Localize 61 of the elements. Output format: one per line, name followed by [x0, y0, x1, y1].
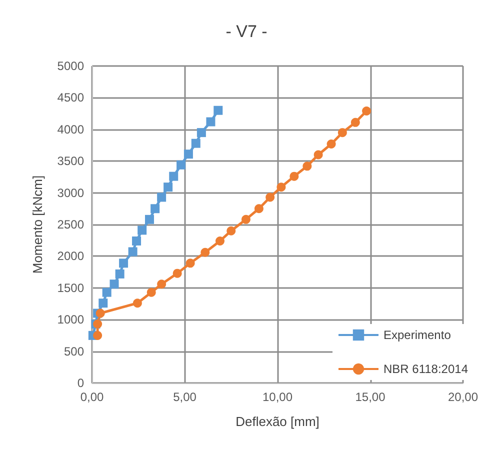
point [132, 236, 142, 246]
point [216, 236, 224, 246]
y-tick-label: 4000 [57, 122, 84, 136]
point [362, 106, 372, 116]
point [338, 128, 347, 138]
legend-label: Experimento [383, 328, 452, 342]
point [326, 139, 336, 148]
x-tick-label: 15,00 [355, 390, 386, 404]
point [176, 160, 186, 170]
y-tick-label: 3500 [57, 154, 84, 168]
y-axis-title: Momento [kNcm] [30, 175, 45, 274]
x-axis-title: Deflexão [mm] [236, 414, 320, 429]
point [266, 192, 275, 202]
point [226, 226, 236, 236]
point [157, 280, 166, 289]
point [128, 247, 138, 256]
point [164, 182, 173, 192]
point [206, 117, 216, 126]
point [254, 204, 264, 214]
x-tick-label: 20,00 [448, 390, 478, 404]
y-tick-label: 5000 [57, 59, 84, 73]
point [110, 280, 119, 289]
y-tick-label: 500 [64, 344, 84, 358]
point [138, 226, 147, 235]
chart-title: - V7 - [226, 22, 268, 41]
y-tick-label: 1000 [57, 312, 84, 327]
x-tick-label: 0,00 [80, 390, 104, 404]
point [93, 330, 102, 340]
point [96, 308, 105, 318]
point [350, 118, 360, 127]
point [191, 138, 200, 148]
point [196, 128, 206, 138]
point [132, 298, 142, 308]
point [119, 258, 128, 268]
y-tick-label: 2500 [57, 218, 84, 232]
y-tick-label: 4500 [57, 90, 84, 105]
point [102, 288, 112, 297]
point [146, 288, 156, 297]
legend-label: NBR 6118:2014 [383, 362, 468, 376]
point [200, 248, 210, 257]
point [98, 298, 108, 308]
point [186, 258, 195, 268]
point [214, 106, 223, 115]
y-tick-label: 0 [77, 376, 84, 390]
y-tick-label: 1500 [57, 280, 84, 295]
x-tick-label: 10,00 [262, 390, 293, 404]
x-tick-label: 5,00 [173, 390, 197, 404]
point [276, 182, 286, 192]
point [150, 204, 160, 214]
point [145, 214, 154, 224]
point [290, 172, 299, 181]
point [314, 150, 323, 160]
point [302, 162, 312, 171]
point [241, 214, 250, 224]
point [157, 192, 166, 202]
y-tick-label: 3000 [57, 186, 84, 200]
point [184, 150, 193, 159]
y-tick-label: 2000 [57, 249, 84, 264]
point [172, 268, 182, 278]
point [169, 172, 178, 181]
point [115, 269, 124, 278]
